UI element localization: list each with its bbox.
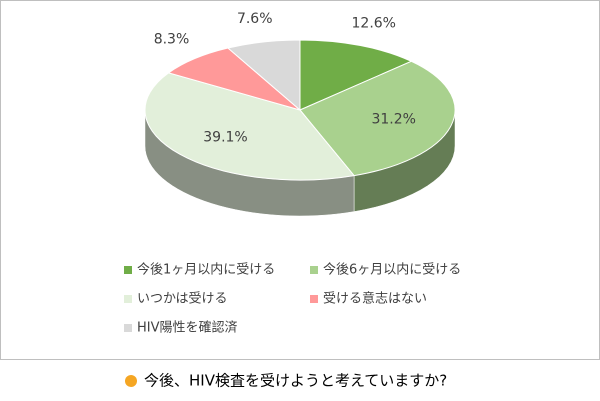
caption: 今後、HIV検査を受けようと考えていますか? <box>144 372 447 390</box>
legend-label: いつかは受ける <box>137 292 227 307</box>
legend-marker <box>124 266 132 274</box>
legend-marker <box>310 266 318 274</box>
caption-bullet <box>125 375 137 387</box>
pie-tops <box>144 39 456 181</box>
legend-label: 今後1ヶ月以内に受ける <box>137 262 275 278</box>
data-label: 31.2% <box>371 112 415 128</box>
pie-slice <box>299 39 413 111</box>
legend-label: 今後6ヶ月以内に受ける <box>323 262 461 278</box>
data-label: 12.6% <box>352 15 396 31</box>
pie-slice <box>226 39 301 112</box>
legend-marker <box>124 295 132 303</box>
legend-label: HIV陽性を確認済 <box>137 320 238 336</box>
legend-marker <box>310 295 318 303</box>
legend-marker <box>124 324 132 332</box>
data-label: 7.6% <box>237 11 273 27</box>
pie-slice <box>144 72 355 181</box>
legend-label: 受ける意志はない <box>323 291 427 307</box>
data-label: 8.3% <box>154 31 190 47</box>
data-label: 39.1% <box>203 129 247 145</box>
pie-slice <box>299 60 456 177</box>
